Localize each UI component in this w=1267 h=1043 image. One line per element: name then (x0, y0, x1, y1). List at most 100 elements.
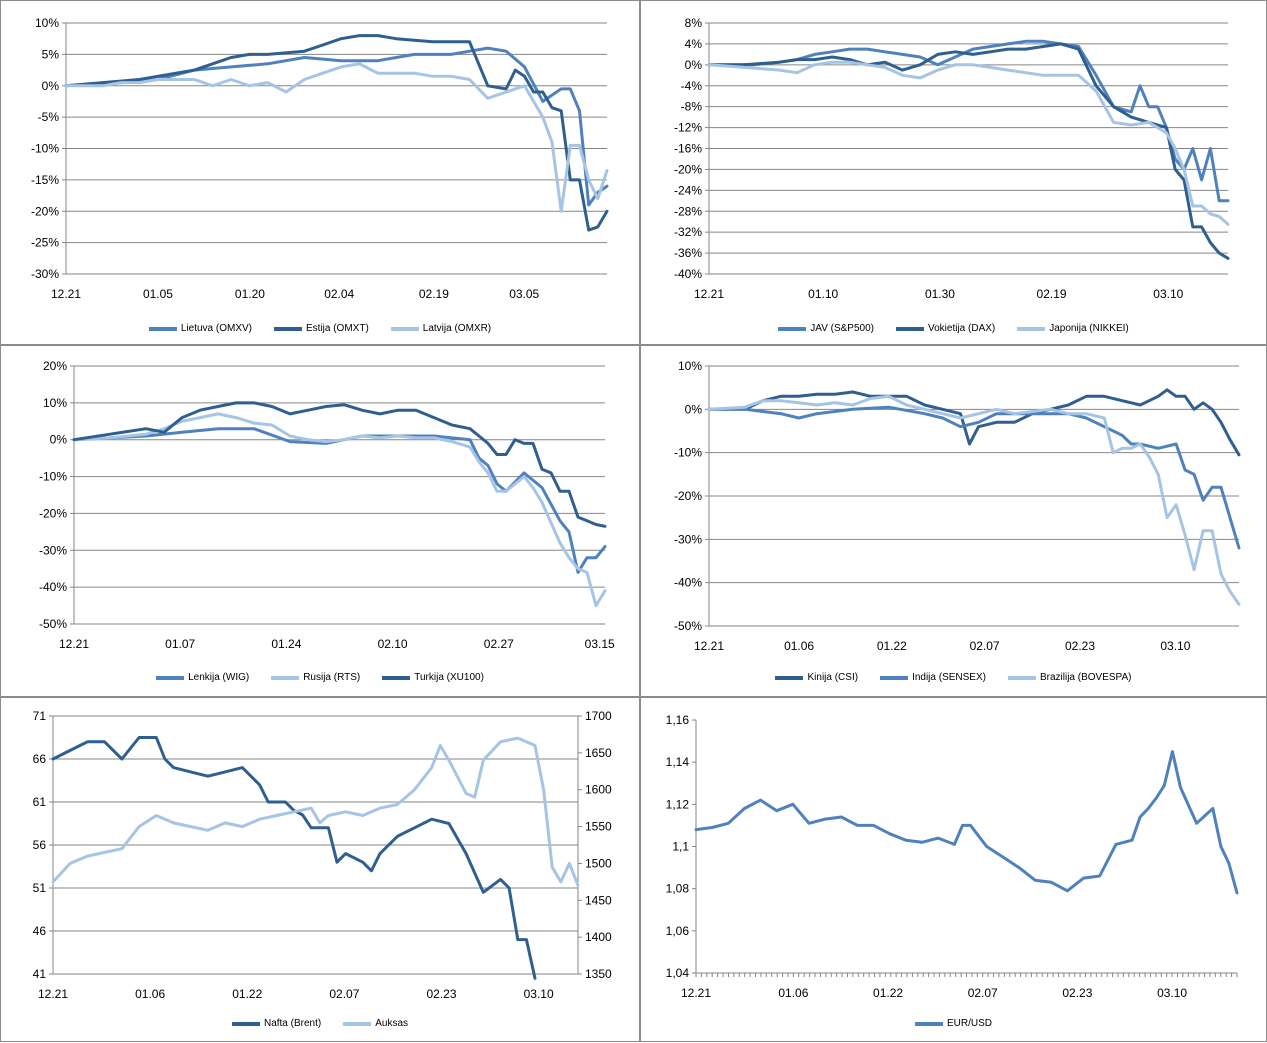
y-tick-label: 10% (678, 359, 702, 373)
y-tick-label: -16% (674, 142, 702, 156)
y-tick-label: -20% (31, 204, 59, 218)
legend-swatch (271, 675, 300, 680)
legend-item: Brazilija (BOVESPA) (1007, 672, 1132, 683)
x-tick-label: 12.21 (681, 986, 711, 1000)
y-right-tick-label: 1450 (585, 893, 612, 907)
x-tick-label: 02.23 (1065, 639, 1095, 653)
y-tick-label: 51 (33, 881, 47, 895)
y-tick-label: -30% (39, 543, 67, 557)
y-tick-label: 71 (33, 709, 47, 723)
x-tick-label: 02.10 (378, 637, 408, 651)
x-tick-label: 03.05 (509, 287, 539, 301)
chart-svg-emerging-world: 10% 0% -10% -20% -30% -40% -50% 12.21 01.06 01.22… (674, 359, 1241, 653)
chart-legend-emerging-eu: Lenkija (WIG) Rusija (RTS) Turkija (XU100) (1, 672, 639, 683)
legend-swatch (775, 675, 804, 680)
y-tick-label: 56 (33, 838, 47, 852)
series-line-emerging-eu-0 (72, 427, 607, 574)
y-tick-label: -15% (31, 173, 59, 187)
x-tick-label: 02.19 (1037, 287, 1067, 301)
y-tick-label: -20% (674, 489, 702, 503)
chart-svg-emerging-eu: 20% 10% 0% -10% -20% -30% -40% -50% 12.21 01.07 01… (39, 359, 615, 651)
chart-legend-developed: JAV (S&P500) Vokietija (DAX) Japonija (NIK… (641, 323, 1266, 334)
y-tick-label: 1,16 (666, 713, 690, 727)
x-tick-label: 12.21 (59, 637, 89, 651)
y-right-tick-label: 1500 (585, 856, 612, 870)
y-tick-label: -40% (39, 580, 67, 594)
y-tick-label: -40% (674, 576, 702, 590)
y-tick-label: -50% (39, 617, 67, 631)
legend-swatch (896, 326, 924, 331)
y-tick-label: -50% (674, 619, 702, 633)
y-right-tick-label: 1700 (585, 709, 612, 723)
x-tick-label: 02.07 (329, 987, 359, 1001)
chart-legend-fx: EUR/USD (641, 1018, 1266, 1029)
y-tick-label: 61 (33, 795, 47, 809)
y-tick-label: 41 (33, 967, 47, 981)
legend-swatch (914, 1021, 943, 1026)
y-tick-label: 1,04 (666, 966, 690, 980)
y-tick-label: 1,1 (672, 840, 689, 854)
legend-label: Brazilija (BOVESPA) (1039, 672, 1132, 683)
x-tick-label: 01.22 (873, 986, 903, 1000)
x-tick-label: 03.10 (1157, 986, 1187, 1000)
y-tick-label: 0% (42, 79, 60, 93)
chart-legend-baltic: Lietuva (OMXV) Estija (OMXT) Latvija (OMXR… (1, 323, 639, 334)
y-tick-label: -10% (31, 142, 59, 156)
y-tick-label: -28% (674, 204, 702, 218)
legend-item: EUR/USD (914, 1018, 992, 1029)
legend-label: Lenkija (WIG) (188, 672, 250, 683)
chart-panel-emerging-world: 10% 0% -10% -20% -30% -40% -50% 12.21 01.06 01.22… (640, 345, 1267, 697)
x-tick-label: 12.21 (694, 639, 724, 653)
x-tick-label: 01.24 (271, 637, 301, 651)
legend-label: Kinija (CSI) (807, 672, 859, 683)
chart-svg-fx: 1,16 1,14 1,12 1,1 1,08 1,06 1,04 12.21 01.06 01.… (666, 713, 1239, 1000)
y-tick-label: -10% (674, 446, 702, 460)
legend-item: JAV (S&P500) (778, 323, 874, 334)
legend-item: Latvija (OMXR) (390, 323, 492, 334)
chart-legend-emerging-world: Kinija (CSI) Indija (SENSEX) Brazilija (BO… (641, 672, 1266, 683)
legend-swatch (1007, 675, 1036, 680)
x-tick-label: 02.23 (426, 987, 456, 1001)
series-line-commodities-0 (51, 736, 537, 980)
legend-swatch (274, 326, 302, 331)
legend-label: Japonija (NIKKEI) (1049, 323, 1129, 334)
chart-panel-commodities: 71 66 61 56 51 46 41 1700 1650 1600 1550 1500 1450 14… (0, 697, 640, 1042)
y-tick-label: -32% (674, 225, 702, 239)
legend-label: Turkija (XU100) (414, 672, 484, 683)
x-tick-label: 02.07 (970, 639, 1000, 653)
y-right-tick-label: 1400 (585, 930, 612, 944)
x-tick-label: 01.06 (778, 986, 808, 1000)
x-tick-label: 02.27 (484, 637, 514, 651)
legend-swatch (880, 675, 909, 680)
series-line-emerging-world-0 (707, 388, 1241, 457)
x-tick-label: 01.06 (135, 987, 165, 1001)
y-tick-label: -4% (681, 79, 703, 93)
x-tick-label: 01.07 (165, 637, 195, 651)
y-tick-label: 4% (685, 37, 703, 51)
chart-panel-fx: 1,16 1,14 1,12 1,1 1,08 1,06 1,04 12.21 01.06 01.… (640, 697, 1267, 1042)
legend-item: Lietuva (OMXV) (148, 323, 252, 334)
series-line-commodities-1 (51, 736, 580, 887)
legend-label: Indija (SENSEX) (912, 672, 986, 683)
legend-item: Rusija (RTS) (271, 672, 360, 683)
y-tick-label: 8% (685, 16, 703, 30)
legend-label: Latvija (OMXR) (422, 323, 492, 334)
x-tick-label: 01.10 (808, 287, 838, 301)
x-tick-label: 01.20 (235, 287, 265, 301)
legend-swatch (382, 675, 411, 680)
legend-label: Auksas (375, 1018, 409, 1029)
series-line-emerging-eu-1 (72, 412, 607, 608)
x-tick-label: 12.21 (694, 287, 724, 301)
y-tick-label: -20% (39, 506, 67, 520)
x-tick-label: 03.10 (1160, 639, 1190, 653)
chart-svg-baltic: 10% 5% 0% -5% -10% -15% -20% -25% -30% 12.21 01.05… (31, 16, 609, 301)
y-tick-label: -36% (674, 246, 702, 260)
series-line-fx-0 (694, 750, 1239, 895)
y-tick-label: 1,14 (666, 755, 690, 769)
y-tick-label: 0% (50, 433, 68, 447)
legend-item: Indija (SENSEX) (880, 672, 986, 683)
y-right-tick-label: 1350 (585, 967, 612, 981)
legend-label: Vokietija (DAX) (928, 323, 996, 334)
legend-swatch (390, 326, 419, 331)
y-tick-label: 1,12 (666, 797, 690, 811)
